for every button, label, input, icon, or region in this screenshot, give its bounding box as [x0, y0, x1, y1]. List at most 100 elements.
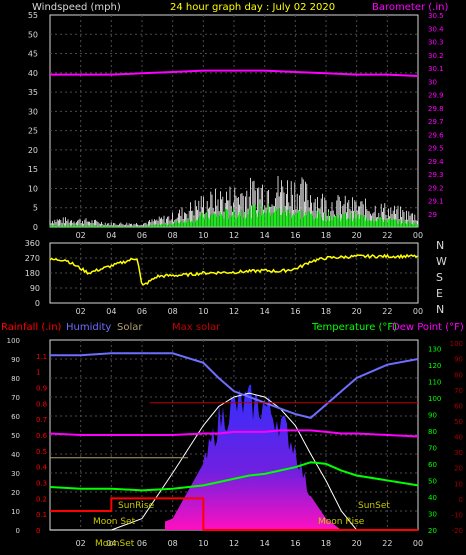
temp-ytick-label: 60 [428, 461, 437, 469]
wind-ytick-label: 0 [33, 223, 38, 232]
dir-xtick-label: 22 [382, 307, 392, 316]
baro-ytick-label: 29.3 [428, 171, 444, 179]
wind-ytick-label: 45 [28, 50, 38, 59]
wind-ytick-label: 20 [28, 146, 38, 155]
dew-ytick-label: -20 [452, 527, 463, 535]
dir-xtick-label: 12 [229, 307, 239, 316]
dir-letter-s: S [436, 271, 443, 284]
legend-humidity: Humidity [66, 322, 111, 333]
wind-xtick-label: 06 [137, 231, 147, 240]
temp-ytick-label: 120 [428, 362, 441, 370]
rain-ytick-label: 0.9 [36, 385, 47, 393]
baro-ytick-label: 29.4 [428, 158, 444, 166]
temp-ytick-label: 50 [428, 477, 437, 485]
pct-ytick-label: 80 [11, 375, 20, 383]
dir-letter-n-bottom: N [436, 303, 444, 316]
temp-ytick-label: 70 [428, 444, 437, 452]
annotation-moonrise: Moon Rise [318, 517, 365, 527]
dir-xtick-label: 16 [290, 307, 300, 316]
wind-xtick-label: 12 [229, 231, 239, 240]
rain-ytick-label: 0.8 [36, 400, 47, 408]
rainfall-line [50, 497, 418, 531]
baro-ytick-label: 30 [428, 78, 437, 86]
dir-ytick-label: 90 [30, 284, 40, 293]
baro-ytick-label: 29.8 [428, 105, 444, 113]
temp-ytick-label: 40 [428, 494, 437, 502]
pct-ytick-label: 50 [11, 432, 20, 440]
dew-ytick-label: 90 [454, 356, 463, 364]
barometer-line [50, 69, 419, 77]
dir-ytick-label: 180 [25, 269, 40, 278]
dir-ytick-label: 0 [35, 299, 40, 308]
dir-xtick-label: 06 [137, 307, 147, 316]
wind-xtick-label: 18 [321, 231, 331, 240]
pct-ytick-label: 30 [11, 470, 20, 478]
rain-ytick-label: 1.1 [36, 353, 47, 361]
wind-ytick-label: 55 [28, 11, 38, 20]
comb-xtick-label: 14 [260, 539, 270, 548]
dir-xtick-label: 18 [321, 307, 331, 316]
wind-xtick-label: 00 [413, 231, 423, 240]
comb-xtick-label: 20 [352, 539, 362, 548]
comb-xtick-label: 16 [290, 539, 300, 548]
pct-ytick-label: 60 [11, 413, 20, 421]
wind-xtick-label: 20 [352, 231, 362, 240]
wind-ytick-label: 50 [28, 30, 38, 39]
rain-ytick-label: 0.6 [36, 432, 48, 440]
wind-xtick-label: 04 [106, 231, 116, 240]
legend-temperature: Temperature (°F) [311, 322, 397, 333]
max-solar-line [50, 392, 418, 531]
annotation-moonset: Moon Set [93, 517, 136, 527]
series-layer [49, 69, 419, 531]
pct-ytick-label: 20 [11, 489, 20, 497]
baro-ytick-label: 29.6 [428, 131, 444, 139]
legend-solar: Solar [117, 322, 143, 333]
wind-ytick-label: 5 [33, 204, 38, 213]
rain-ytick-label: 0.7 [36, 416, 47, 424]
dew-ytick-label: 70 [454, 387, 463, 395]
comb-xtick-label: 12 [229, 539, 239, 548]
pct-ytick-label: 0 [16, 527, 20, 535]
rain-ytick-label: 0.5 [36, 448, 47, 456]
windspeed-label: Windspeed (mph) [32, 2, 121, 13]
pct-ytick-label: 10 [11, 508, 20, 516]
wind-xtick-label: 08 [168, 231, 178, 240]
dir-xtick-label: 14 [260, 307, 270, 316]
solar-area [165, 384, 342, 530]
dir-xtick-label: 08 [168, 307, 178, 316]
legend-rainfall: Rainfall (.in) [1, 322, 62, 333]
temp-ytick-label: 110 [428, 378, 441, 386]
temp-ytick-label: 100 [428, 395, 441, 403]
baro-ytick-label: 30.5 [428, 12, 444, 20]
wind-ytick-label: 10 [28, 184, 38, 193]
dir-xtick-label: 02 [76, 307, 86, 316]
dir-letter-e: E [436, 287, 443, 300]
tick-layer: 05101520253035404550552929.129.229.329.4… [7, 11, 463, 548]
dew-ytick-label: 10 [454, 480, 463, 488]
temp-ytick-label: 80 [428, 428, 437, 436]
rain-ytick-label: 0.3 [36, 480, 47, 488]
baro-ytick-label: 29.2 [428, 184, 444, 192]
legend-maxsolar: Max solar [172, 322, 221, 333]
comb-xtick-label: 18 [321, 539, 331, 548]
dew-ytick-label: 80 [454, 371, 463, 379]
dir-xtick-label: 00 [413, 307, 423, 316]
baro-ytick-label: 30.1 [428, 65, 444, 73]
wind-ytick-label: 15 [28, 165, 38, 174]
dir-ytick-label: 270 [25, 254, 40, 263]
wind-xtick-label: 16 [290, 231, 300, 240]
wind-xtick-label: 22 [382, 231, 392, 240]
direction-grid [50, 243, 418, 303]
dew-ytick-label: 20 [454, 465, 463, 473]
wind-ytick-label: 40 [28, 69, 38, 78]
dew-ytick-label: 50 [454, 418, 463, 426]
rain-ytick-label: 0.4 [36, 464, 48, 472]
dir-letter-w: W [436, 255, 447, 268]
dew-ytick-label: 100 [450, 340, 463, 348]
temperature-line [49, 461, 419, 492]
wind-direction-line [49, 253, 418, 286]
annotation-sunset: SunSet [358, 501, 390, 511]
baro-ytick-label: 30.2 [428, 52, 444, 60]
pct-ytick-label: 70 [11, 394, 20, 402]
